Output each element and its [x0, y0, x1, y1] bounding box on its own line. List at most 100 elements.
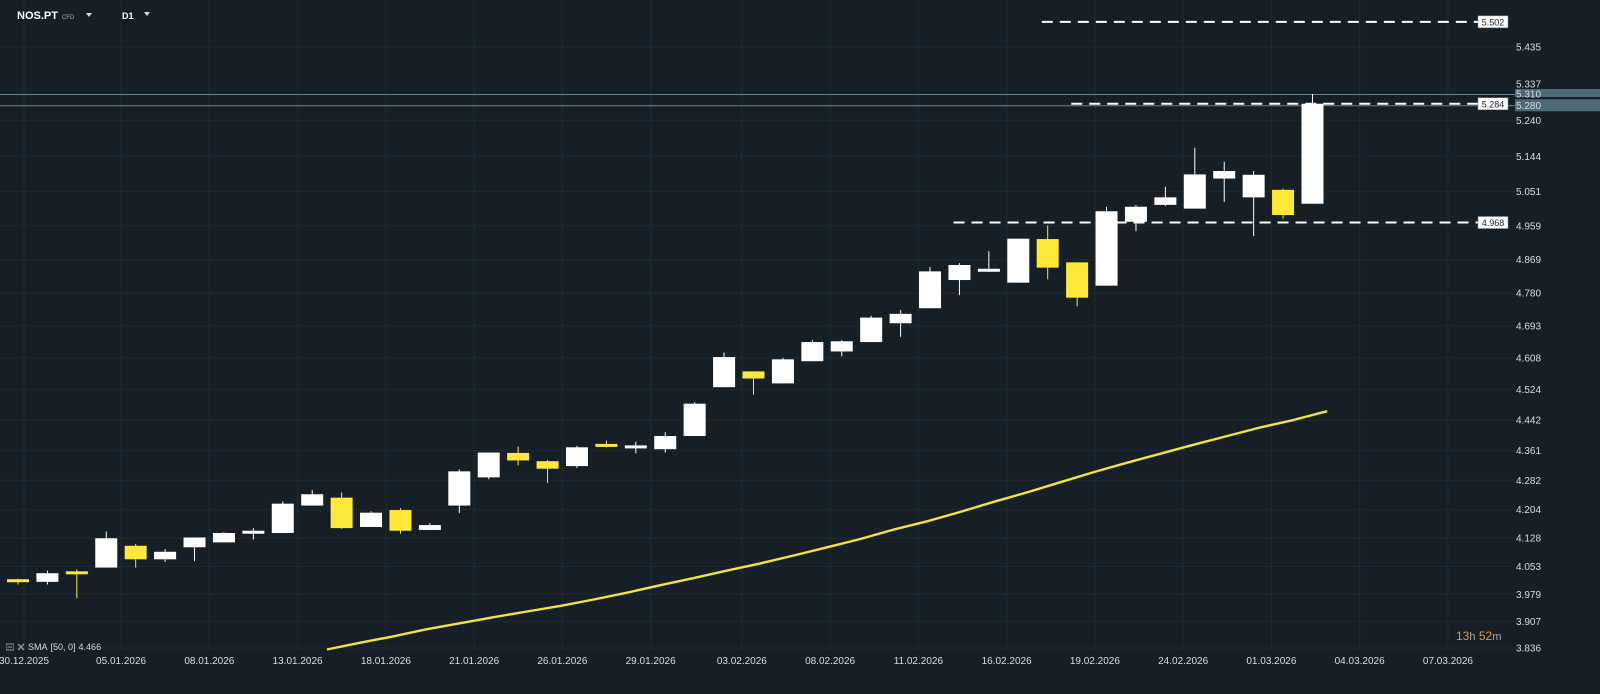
- price-marker-label: 5.502: [1482, 17, 1505, 27]
- price-marker-label-bg: [1477, 15, 1509, 29]
- indicator-name: SMA: [28, 642, 48, 652]
- timeframe-selector[interactable]: D1: [122, 11, 150, 21]
- candle-body: [624, 445, 647, 449]
- candle-bull: [948, 263, 971, 296]
- candle-body: [507, 452, 530, 461]
- candle-countdown: 13h 52m: [1456, 629, 1501, 643]
- x-tick-label: 24.02.2026: [1158, 656, 1208, 667]
- candle-body: [448, 471, 471, 506]
- candle-bull: [301, 490, 324, 506]
- candle-bear: [389, 508, 412, 534]
- candle-body: [860, 317, 883, 343]
- x-tick-label: 04.03.2026: [1335, 656, 1385, 667]
- candle-body: [271, 503, 294, 533]
- candle-bull: [1095, 206, 1118, 286]
- y-tick-label: 5.435: [1516, 43, 1541, 54]
- candle-bull: [242, 528, 265, 540]
- y-tick-label: 4.608: [1516, 353, 1541, 364]
- settings-icon[interactable]: [6, 643, 14, 651]
- candle-body: [742, 371, 765, 379]
- indicator-params: [50, 0]: [50, 642, 76, 652]
- candle-bull: [271, 501, 294, 533]
- candle-body: [889, 313, 912, 324]
- candle-body: [595, 443, 618, 447]
- candle-bull: [683, 402, 706, 437]
- candle-bear: [330, 492, 353, 529]
- x-tick-label: 13.01.2026: [273, 656, 323, 667]
- symbol-name: NOS.PT: [17, 10, 58, 22]
- x-tick-label: 08.02.2026: [805, 656, 855, 667]
- candle-body: [360, 512, 383, 527]
- price-marker-label-bg: [1477, 97, 1509, 111]
- chart-toolbar: NOS.PT CFD D1: [0, 0, 400, 30]
- high-price-label-bg: [1515, 88, 1600, 97]
- y-tick-label: 4.053: [1516, 562, 1541, 573]
- countdown-hours: 13: [1456, 629, 1470, 643]
- x-tick-label: 16.02.2026: [982, 656, 1032, 667]
- countdown-minutes: 52: [1478, 629, 1493, 643]
- y-tick-label: 4.524: [1516, 385, 1541, 396]
- y-tick-label: 4.204: [1516, 505, 1541, 516]
- candle-body: [1124, 206, 1147, 222]
- countdown-hours-unit: h: [1469, 631, 1476, 643]
- x-axis: 30.12.2025 05.01.2026 08.01.2026 13.01.2026…: [0, 656, 1473, 667]
- candle-bull: [977, 251, 1000, 272]
- x-tick-label: 21.01.2026: [449, 656, 499, 667]
- candle-bull: [889, 310, 912, 337]
- candle-bear: [536, 460, 559, 483]
- candle-bull: [1124, 204, 1147, 232]
- candle-bull: [713, 352, 736, 388]
- y-tick-label: 4.780: [1516, 289, 1541, 300]
- candle-body: [654, 436, 677, 450]
- candle-bull: [1007, 238, 1030, 283]
- candle-bull: [1183, 147, 1206, 209]
- grid: [0, 0, 1515, 650]
- candle-body: [977, 268, 1000, 272]
- y-tick-label: 5.240: [1516, 116, 1541, 127]
- candle-bull: [830, 340, 853, 357]
- x-tick-label: 29.01.2026: [626, 656, 676, 667]
- candle-body: [389, 510, 412, 531]
- candle-body: [948, 264, 971, 281]
- y-tick-label: 4.959: [1516, 221, 1541, 232]
- symbol-selector[interactable]: NOS.PT CFD: [17, 10, 93, 22]
- y-tick-label: 5.144: [1516, 152, 1541, 163]
- candle-bull: [477, 452, 500, 480]
- candle-bull: [1154, 186, 1177, 206]
- x-tick-label: 01.03.2026: [1246, 656, 1296, 667]
- chevron-down-icon[interactable]: [143, 12, 150, 16]
- candle-body: [154, 551, 177, 560]
- y-tick-label: 4.128: [1516, 534, 1541, 545]
- price-marker-label-bg: [1477, 216, 1509, 229]
- candle-bear: [1036, 225, 1059, 280]
- candle-body: [565, 447, 588, 467]
- candle-bull: [919, 266, 942, 309]
- candle-body: [536, 461, 559, 469]
- candle-body: [1301, 103, 1324, 204]
- candle-body: [771, 359, 794, 384]
- candle-bull: [1301, 93, 1324, 204]
- close-icon[interactable]: [17, 643, 25, 651]
- y-tick-label: 5.280: [1516, 101, 1541, 112]
- candle-body: [1007, 238, 1030, 283]
- indicator-value: 4.466: [78, 642, 102, 652]
- chevron-down-icon[interactable]: [86, 13, 93, 17]
- y-tick-label: 5.051: [1516, 187, 1541, 198]
- candle-body: [212, 532, 235, 543]
- candle-body: [477, 452, 500, 478]
- candle-body: [919, 271, 942, 309]
- countdown-minutes-unit: m: [1492, 631, 1502, 643]
- timeframe-label: D1: [122, 11, 134, 21]
- candle-bull: [36, 570, 59, 585]
- candle-bull: [95, 531, 118, 568]
- candle-body: [713, 357, 736, 388]
- y-tick-label: 3.979: [1516, 590, 1541, 601]
- x-tick-label: 05.01.2026: [96, 656, 146, 667]
- sma-layer: [326, 410, 1328, 651]
- candle-body: [242, 530, 265, 534]
- x-tick-label: 07.03.2026: [1423, 656, 1473, 667]
- candle-body: [418, 525, 441, 530]
- candle-bear: [7, 578, 29, 585]
